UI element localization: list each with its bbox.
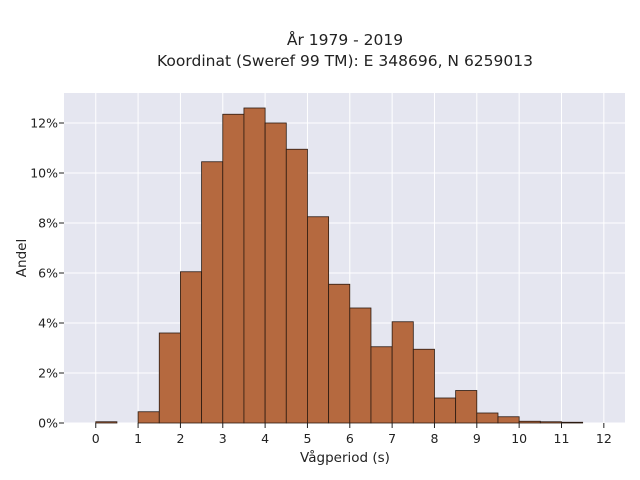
x-tick-label: 6: [346, 431, 354, 446]
histogram-bar: [434, 397, 457, 424]
x-axis-label: Vågperiod (s): [300, 449, 390, 466]
y-tick-label: 12%: [30, 116, 58, 131]
histogram-bar: [264, 122, 287, 424]
histogram-bar: [497, 416, 520, 424]
histogram-bar: [349, 307, 372, 424]
histogram-bar: [476, 412, 499, 424]
histogram-bar: [561, 421, 584, 424]
histogram-bar: [243, 107, 266, 424]
x-tick-label: 4: [261, 431, 269, 446]
histogram-bar: [285, 148, 308, 424]
histogram-bar: [539, 421, 562, 424]
x-tick-label: 3: [219, 431, 227, 446]
y-tick-label: 8%: [38, 216, 58, 231]
histogram-bar: [518, 420, 541, 424]
x-tick-label: 2: [176, 431, 184, 446]
histogram-bar: [95, 421, 118, 424]
histogram-bar: [455, 390, 478, 424]
x-tick-label: 11: [554, 431, 570, 446]
x-tick-label: 9: [473, 431, 481, 446]
y-tick-label: 10%: [30, 166, 58, 181]
histogram-bar: [222, 113, 245, 424]
histogram-bar: [412, 348, 435, 424]
chart-title-line1: År 1979 - 2019: [287, 30, 403, 49]
bars: [95, 107, 584, 424]
x-tick-label: 12: [596, 431, 612, 446]
histogram-bar: [201, 161, 224, 424]
y-axis-label: Andel: [14, 239, 30, 277]
y-tick-label: 4%: [38, 316, 58, 331]
histogram-bar: [307, 216, 330, 424]
histogram-bar: [370, 346, 393, 424]
x-tick-label: 5: [303, 431, 311, 446]
x-tick-label: 10: [511, 431, 527, 446]
chart-title-line2: Koordinat (Sweref 99 TM): E 348696, N 62…: [157, 52, 533, 70]
histogram-bar: [180, 271, 203, 424]
x-tick-label: 1: [134, 431, 142, 446]
histogram-bar: [137, 411, 160, 424]
y-tick-label: 0%: [38, 416, 58, 431]
x-tick-label: 0: [92, 431, 100, 446]
x-tick-label: 8: [430, 431, 438, 446]
histogram-bar: [391, 321, 414, 424]
y-tick-label: 2%: [38, 366, 58, 381]
x-tick-label: 7: [388, 431, 396, 446]
y-axis-ticks: 0% 2% 4% 6% 8% 10% 12%: [30, 116, 64, 431]
y-tick-label: 6%: [38, 266, 58, 281]
histogram-bar: [158, 332, 181, 424]
histogram-bar: [328, 283, 351, 424]
x-axis-ticks: 0 1 2 3 4 5 6 7 8 9 10 11 12: [92, 423, 612, 446]
